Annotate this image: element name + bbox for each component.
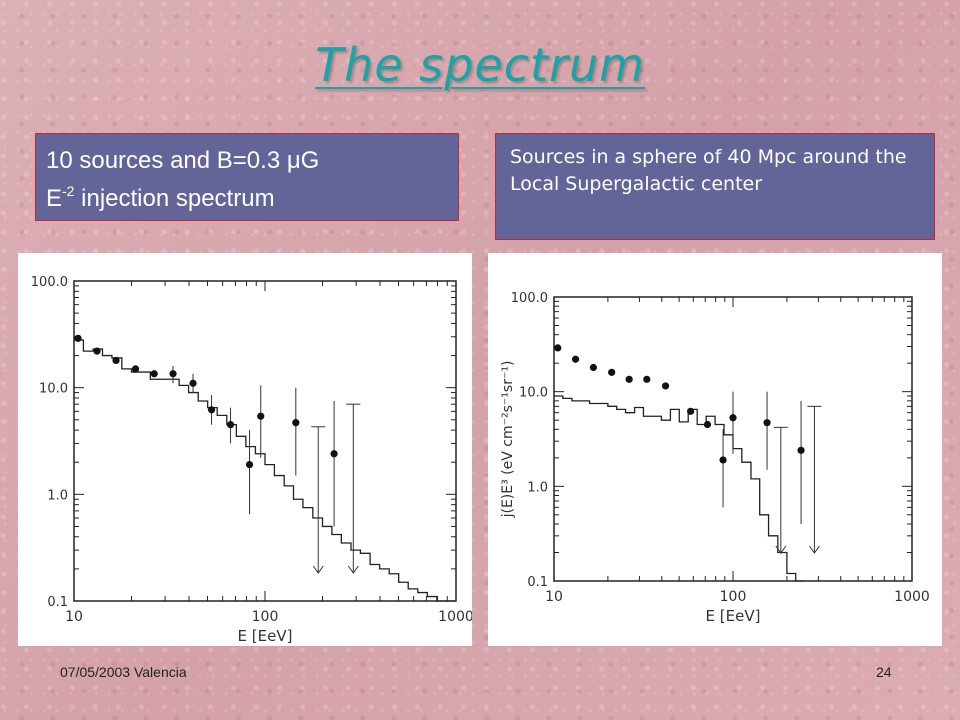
data-point	[719, 456, 727, 464]
data-point	[608, 368, 616, 376]
upper-limit-arrow	[809, 545, 820, 554]
slide-title: The spectrum	[315, 38, 645, 92]
data-point	[625, 375, 633, 383]
left-spectrum-chart: 10 100 1000 0.1 1.0 10.0 100.0 E [EeV]	[31, 275, 472, 645]
data-point	[207, 406, 216, 414]
data-point	[169, 370, 177, 378]
left-caption-exponent: -2	[62, 183, 75, 199]
right-spectrum-chart: 10 100 1000 0.1 1.0 10.0 100.0 E [EeV] j(E)E³ (e…	[500, 291, 930, 625]
data-point	[93, 347, 101, 355]
data-point	[245, 460, 254, 469]
upper-limit-arrow	[775, 545, 787, 554]
x-tick-label: 1000	[894, 589, 930, 605]
upper-limit-arrow	[312, 565, 324, 574]
data-point	[643, 375, 651, 383]
data-point	[292, 419, 300, 427]
y-tick-label: 0.1	[527, 575, 548, 590]
footer-date: 07/05/2003 Valencia	[60, 664, 187, 680]
data-point	[687, 407, 695, 415]
y-tick-label: 0.1	[47, 595, 68, 610]
left-plot-panel: 10 100 1000 0.1 1.0 10.0 100.0 E [EeV]	[18, 253, 472, 646]
y-axis-label: j(E)E³ (eV cm⁻²s⁻¹sr⁻¹)	[500, 361, 516, 519]
right-plot-panel: 10 100 1000 0.1 1.0 10.0 100.0 E [EeV] j(E)E³ (e…	[488, 253, 942, 646]
upper-limit-arrow	[347, 565, 359, 574]
page-number: 24	[876, 664, 892, 680]
data-point	[554, 344, 562, 352]
y-tick-label: 1.0	[527, 480, 548, 495]
x-tick-label: 10	[65, 609, 83, 625]
left-caption-box: 10 sources and B=0.3 μG E-2 injection sp…	[35, 133, 459, 221]
x-axis-label: E [EeV]	[706, 607, 761, 625]
histogram-line	[554, 395, 805, 582]
left-caption-line2: E-2 injection spectrum	[46, 176, 448, 214]
left-caption-line1: 10 sources and B=0.3 μG	[46, 147, 320, 174]
data-point	[661, 382, 670, 390]
y-tick-label: 1.0	[47, 488, 68, 503]
data-point	[797, 446, 805, 454]
left-caption-rest: injection spectrum	[74, 185, 275, 212]
histogram-line	[74, 339, 456, 602]
data-point	[131, 365, 140, 373]
y-tick-label: 10.0	[519, 386, 548, 401]
right-caption-box: Sources in a sphere of 40 Mpc around the…	[495, 133, 935, 240]
data-point	[763, 419, 771, 427]
y-tick-label: 10.0	[39, 382, 68, 397]
y-tick-label: 100.0	[31, 275, 68, 290]
right-caption-text: Sources in a sphere of 40 Mpc around the…	[510, 146, 907, 195]
data-point	[330, 450, 338, 458]
data-point	[112, 356, 120, 365]
y-tick-label: 100.0	[511, 291, 548, 306]
data-point	[729, 414, 737, 422]
plot-frame	[73, 280, 457, 602]
data-point	[571, 355, 580, 363]
x-tick-label: 1000	[438, 609, 472, 625]
data-point	[257, 412, 265, 420]
x-axis-label: E [EeV]	[238, 627, 293, 645]
data-point	[150, 370, 158, 378]
data-point	[703, 420, 712, 429]
x-tick-label: 100	[252, 609, 279, 625]
data-point	[589, 363, 597, 372]
x-tick-label: 10	[545, 589, 563, 605]
x-tick-label: 100	[720, 589, 747, 605]
data-point	[74, 334, 82, 342]
left-caption-e: E	[46, 185, 63, 212]
data-point	[189, 379, 197, 387]
data-point	[226, 421, 235, 429]
